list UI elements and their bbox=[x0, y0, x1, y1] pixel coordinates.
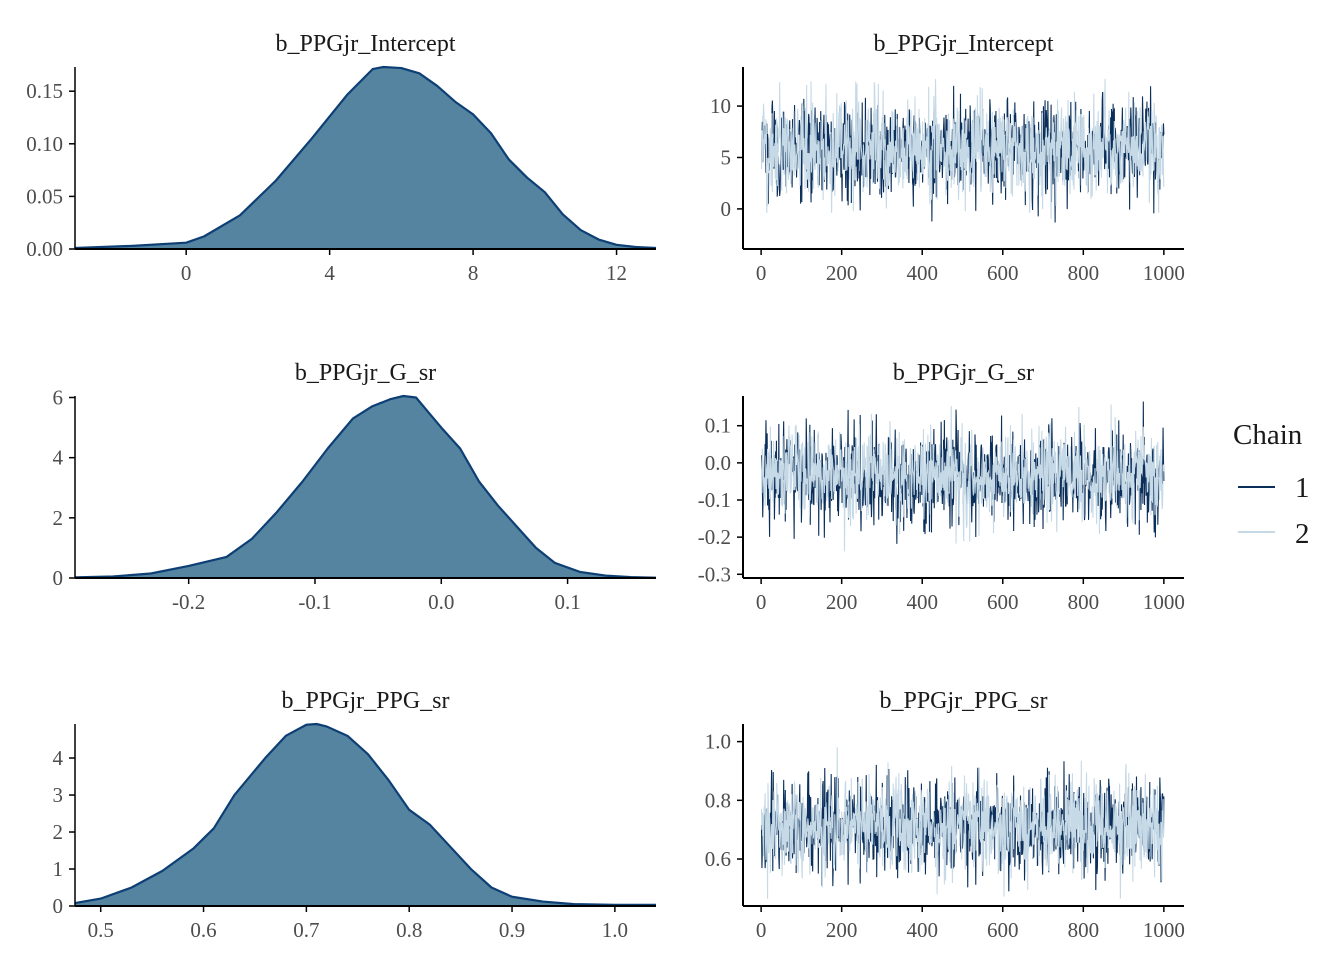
panel-4: b_PPGjr_G_sr 0 200 400 600 800 1000 -0.3 -0.2 -0.… bbox=[698, 360, 1185, 614]
x-tick-label: 0 bbox=[756, 918, 767, 942]
y-tick-label: 0 bbox=[53, 566, 64, 590]
y-tick-label: 0 bbox=[53, 894, 64, 918]
legend-label-chain-2: 2 bbox=[1295, 518, 1310, 550]
y-tick-label: 4 bbox=[53, 746, 64, 770]
x-tick-label: 12 bbox=[606, 261, 627, 285]
x-tick-label: 8 bbox=[468, 261, 479, 285]
density-area bbox=[75, 67, 656, 249]
legend-label-chain-1: 1 bbox=[1295, 472, 1310, 504]
x-tick-label: 800 bbox=[1068, 918, 1100, 942]
x-tick-label: 0.9 bbox=[499, 918, 525, 942]
x-tick-label: 200 bbox=[826, 590, 858, 614]
x-tick-label: 800 bbox=[1068, 261, 1100, 285]
y-tick-label: 2 bbox=[53, 820, 64, 844]
y-tick-label: 0.6 bbox=[705, 847, 731, 871]
panel-title: b_PPGjr_PPG_sr bbox=[281, 688, 449, 714]
x-tick-label: -0.2 bbox=[172, 590, 205, 614]
y-tick-label: 0.8 bbox=[705, 788, 731, 812]
trace-chain-2 bbox=[760, 78, 1165, 219]
y-tick-label: 0.0 bbox=[705, 451, 731, 475]
panel-1: b_PPGjr_Intercept 0 4 8 12 0.00 0.05 0.10 0.15 bbox=[26, 31, 657, 285]
x-tick-label: 1000 bbox=[1143, 590, 1185, 614]
y-tick-label: 0.05 bbox=[26, 184, 63, 208]
y-tick-label: 6 bbox=[53, 386, 64, 410]
x-tick-label: 0.8 bbox=[396, 918, 422, 942]
density-curve bbox=[74, 394, 657, 579]
panel-2: b_PPGjr_Intercept 0 200 400 600 800 1000 0 5 10 bbox=[710, 31, 1185, 285]
panel-title: b_PPGjr_PPG_sr bbox=[879, 688, 1047, 714]
panel-title: b_PPGjr_Intercept bbox=[276, 31, 456, 57]
x-tick-label: 600 bbox=[987, 918, 1019, 942]
x-tick-label: 0.6 bbox=[190, 918, 216, 942]
x-tick-label: 400 bbox=[906, 590, 938, 614]
panel-3: b_PPGjr_G_sr -0.2 -0.1 0.0 0.1 0 2 4 6 bbox=[53, 360, 657, 614]
x-tick-label: 1000 bbox=[1143, 918, 1185, 942]
y-tick-label: 0.10 bbox=[26, 132, 63, 156]
panel-title: b_PPGjr_Intercept bbox=[874, 31, 1054, 57]
x-tick-label: 200 bbox=[826, 918, 858, 942]
x-tick-label: 0 bbox=[756, 590, 767, 614]
density-curve bbox=[74, 65, 657, 250]
y-tick-label: 0.00 bbox=[26, 237, 63, 261]
y-tick-label: 10 bbox=[710, 94, 731, 118]
y-tick-label: 5 bbox=[721, 145, 732, 169]
x-tick-label: 600 bbox=[987, 261, 1019, 285]
y-tick-label: 0.1 bbox=[705, 414, 731, 438]
y-tick-label: 2 bbox=[53, 506, 64, 530]
y-tick-label: -0.1 bbox=[698, 488, 731, 512]
y-tick-label: 0 bbox=[721, 197, 732, 221]
y-tick-label: 3 bbox=[53, 783, 64, 807]
x-tick-label: 400 bbox=[906, 918, 938, 942]
x-tick-label: 400 bbox=[906, 261, 938, 285]
density-area bbox=[75, 724, 656, 906]
y-tick-label: 1.0 bbox=[705, 730, 731, 754]
x-tick-label: 0 bbox=[181, 261, 192, 285]
y-tick-label: 4 bbox=[53, 446, 64, 470]
chain-legend: Chain 1 2 bbox=[1233, 419, 1310, 550]
x-tick-label: 0.7 bbox=[293, 918, 319, 942]
x-tick-label: 0.1 bbox=[554, 590, 580, 614]
x-tick-label: 0 bbox=[756, 261, 767, 285]
x-tick-label: 4 bbox=[324, 261, 335, 285]
x-tick-label: 1000 bbox=[1143, 261, 1185, 285]
x-tick-label: 600 bbox=[987, 590, 1019, 614]
density-area bbox=[75, 396, 656, 578]
panel-title: b_PPGjr_G_sr bbox=[893, 360, 1034, 386]
x-tick-label: 200 bbox=[826, 261, 858, 285]
panel-5: b_PPGjr_PPG_sr 0.5 0.6 0.7 0.8 0.9 1.0 0 1 2 3 4 bbox=[53, 688, 656, 942]
x-tick-label: 0.5 bbox=[88, 918, 114, 942]
x-tick-label: -0.1 bbox=[298, 590, 331, 614]
x-tick-label: 0.0 bbox=[428, 590, 454, 614]
y-tick-label: 0.15 bbox=[26, 79, 63, 103]
legend-title: Chain bbox=[1233, 419, 1303, 451]
density-curve bbox=[74, 722, 656, 906]
y-tick-label: 1 bbox=[53, 857, 64, 881]
y-tick-label: -0.2 bbox=[698, 525, 731, 549]
trace-chain-2 bbox=[760, 747, 1165, 899]
panel-title: b_PPGjr_G_sr bbox=[295, 360, 436, 386]
x-tick-label: 800 bbox=[1068, 590, 1100, 614]
y-tick-label: -0.3 bbox=[698, 562, 731, 586]
x-tick-label: 1.0 bbox=[602, 918, 628, 942]
trace-chain-2 bbox=[760, 404, 1165, 552]
panel-6: b_PPGjr_PPG_sr 0 200 400 600 800 1000 0.6 0.8 1.0 bbox=[705, 688, 1185, 942]
